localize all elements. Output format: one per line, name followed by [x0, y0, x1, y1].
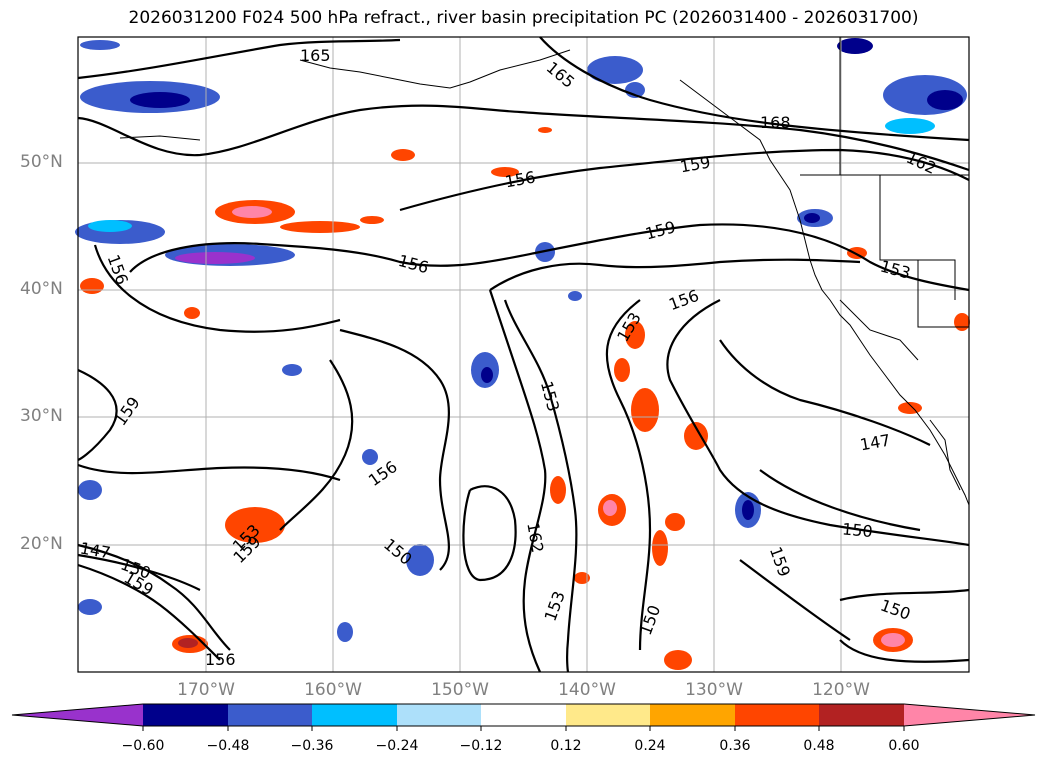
colorbar-tick-label: −0.24 — [375, 738, 419, 754]
contour-label: 150 — [841, 519, 873, 541]
colorbar-extend-left — [12, 704, 143, 726]
lat-label: 50°N — [20, 152, 63, 172]
colorbar-segment — [481, 704, 566, 726]
contour-label: 147 — [79, 538, 112, 562]
contour-label: 159 — [643, 217, 677, 243]
contour-label: 159 — [678, 152, 711, 176]
coastline — [119, 37, 970, 506]
colorbar-segment — [312, 704, 397, 726]
grid-lines — [78, 37, 969, 672]
contour-label: 168 — [760, 113, 791, 132]
map-frame — [77, 36, 970, 673]
lat-label: 30°N — [20, 406, 63, 426]
contour-label: 165 — [300, 46, 331, 65]
height-contours — [77, 36, 970, 673]
contour-label: 153 — [537, 379, 563, 413]
contour-label: 165 — [543, 58, 579, 92]
lon-label: 130°W — [685, 680, 743, 700]
contour-label: 150 — [636, 603, 664, 638]
colorbar-segment — [735, 704, 819, 726]
colorbar-tick-label: 0.36 — [719, 738, 751, 754]
colorbar-tick-label: −0.60 — [121, 738, 165, 754]
colorbar-tick-label: −0.36 — [290, 738, 334, 754]
lon-label: 140°W — [558, 680, 616, 700]
contour-label: 162 — [523, 521, 547, 554]
lon-label: 120°W — [812, 680, 870, 700]
lon-label: 160°W — [304, 680, 362, 700]
colorbar-segment — [228, 704, 312, 726]
colorbar-tick-label: 0.60 — [888, 738, 920, 754]
lat-label: 20°N — [20, 534, 63, 554]
contour-label: 153 — [541, 589, 569, 624]
contour-label: 156 — [396, 251, 430, 277]
chart-title: 2026031200 F024 500 hPa refract., river … — [128, 8, 919, 28]
colorbar — [11, 703, 1036, 731]
contour-label: 156 — [104, 252, 132, 287]
contour-label: 147 — [858, 430, 891, 454]
colorbar-tick-label: 0.24 — [634, 738, 666, 754]
contour-label: 162 — [903, 148, 939, 178]
colorbar-extend-right — [904, 704, 1035, 726]
lon-label: 150°W — [431, 680, 489, 700]
colorbar-tick-label: 0.48 — [803, 738, 835, 754]
colorbar-tick-label: −0.12 — [459, 738, 503, 754]
lat-label: 40°N — [20, 279, 63, 299]
colorbar-tick-label: 0.12 — [550, 738, 582, 754]
colorbar-segment — [566, 704, 650, 726]
colorbar-segment — [819, 704, 904, 726]
colorbar-segment — [397, 704, 481, 726]
contour-label: 159 — [766, 544, 794, 579]
contour-label: 159 — [111, 393, 144, 429]
colorbar-segment — [650, 704, 735, 726]
contour-label: 156 — [503, 167, 536, 191]
colorbar-tick-label: −0.48 — [206, 738, 250, 754]
precip-shading — [75, 38, 970, 670]
contour-label: 156 — [205, 650, 236, 669]
contour-labels: 165 165 168 162 159 156 159 156 156 156 … — [79, 46, 940, 669]
contour-label: 150 — [878, 595, 913, 623]
colorbar-segment — [143, 704, 228, 726]
lon-label: 170°W — [177, 680, 235, 700]
